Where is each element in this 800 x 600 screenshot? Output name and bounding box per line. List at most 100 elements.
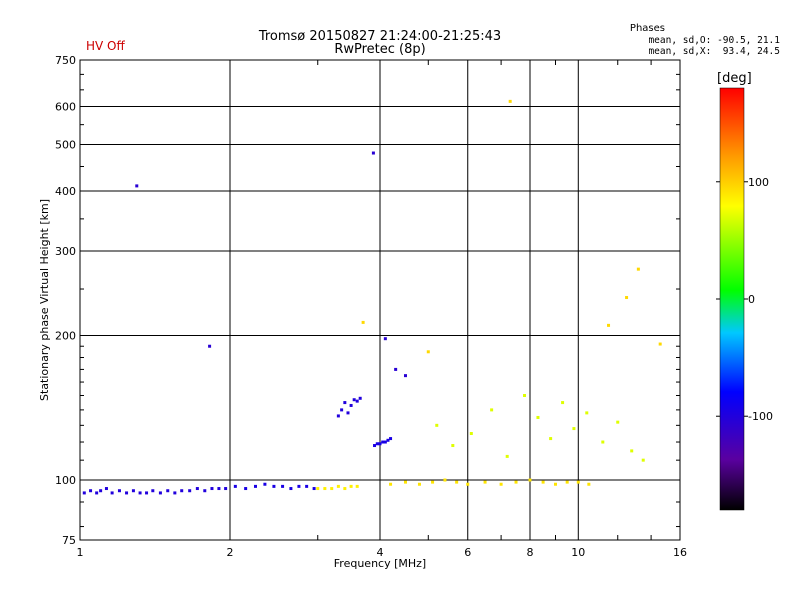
- data-point: [378, 442, 382, 446]
- data-point: [180, 489, 184, 493]
- data-point: [125, 491, 129, 495]
- colorbar-ticks: 100 0 -100: [716, 176, 773, 423]
- data-point: [349, 484, 353, 488]
- data-point: [426, 350, 430, 354]
- phases-line-x: mean, sd,X: 93.4, 24.5: [648, 46, 780, 57]
- data-point: [466, 482, 470, 486]
- y-tick-label: 500: [55, 139, 76, 152]
- data-point: [210, 487, 214, 491]
- data-point: [340, 408, 344, 412]
- data-point: [151, 489, 155, 493]
- data-point: [355, 484, 359, 488]
- data-point: [316, 487, 320, 491]
- data-point: [145, 491, 149, 495]
- y-tick-label: 400: [55, 185, 76, 198]
- data-point: [352, 398, 356, 402]
- data-point: [166, 489, 170, 493]
- data-point: [587, 482, 591, 486]
- y-tick-label: 300: [55, 245, 76, 258]
- data-point: [253, 484, 257, 488]
- data-point: [490, 408, 494, 412]
- data-point: [455, 480, 459, 484]
- data-point: [403, 374, 407, 378]
- colorbar: [719, 87, 745, 511]
- x-tick-label: 2: [227, 546, 234, 559]
- data-point: [658, 342, 662, 346]
- grid-lines: [80, 60, 680, 540]
- data-point: [343, 487, 347, 491]
- data-point: [565, 480, 569, 484]
- data-point: [336, 414, 340, 418]
- data-point: [195, 487, 199, 491]
- data-point: [281, 484, 285, 488]
- colorbar-tick-label: -100: [748, 410, 773, 423]
- data-point: [110, 491, 114, 495]
- data-point: [343, 401, 347, 405]
- data-point: [208, 344, 212, 348]
- phases-line-o: mean, sd,O: -90.5, 21.1: [648, 35, 780, 46]
- plot-frame: [79, 59, 681, 541]
- data-point: [528, 478, 532, 482]
- data-point: [346, 411, 350, 415]
- data-point: [553, 482, 557, 486]
- data-point: [138, 491, 142, 495]
- data-point: [224, 487, 228, 491]
- data-point: [375, 442, 379, 446]
- data-point: [158, 491, 162, 495]
- data-point: [523, 394, 527, 398]
- colorbar-label: [deg]: [717, 71, 752, 86]
- data-point: [403, 480, 407, 484]
- data-point: [272, 484, 276, 488]
- data-point: [451, 444, 455, 448]
- data-point: [131, 489, 135, 493]
- data-point: [95, 491, 99, 495]
- data-point: [358, 396, 362, 400]
- data-point: [469, 432, 473, 436]
- y-tick-label: 75: [62, 534, 76, 547]
- x-axis-label: Frequency [MHz]: [334, 557, 426, 570]
- data-point: [173, 491, 177, 495]
- data-point: [636, 267, 640, 271]
- data-point: [443, 478, 447, 482]
- x-tick-label: 4: [377, 546, 384, 559]
- data-point: [305, 484, 309, 488]
- data-point: [371, 151, 375, 155]
- data-point: [336, 484, 340, 488]
- y-tick-label: 200: [55, 330, 76, 343]
- data-point: [514, 480, 518, 484]
- colorbar-tick-label: 0: [748, 293, 755, 306]
- x-tick-label: 8: [527, 546, 534, 559]
- data-point: [289, 487, 293, 491]
- data-point: [355, 399, 359, 403]
- data-point: [349, 403, 353, 407]
- data-point: [483, 480, 487, 484]
- data-point: [89, 489, 93, 493]
- data-point: [217, 487, 221, 491]
- y-axis-label: Stationary phase Virtual Height [km]: [38, 199, 51, 401]
- data-point: [135, 184, 139, 188]
- data-point: [386, 438, 390, 442]
- data-point: [616, 420, 620, 424]
- data-point: [499, 482, 503, 486]
- data-point: [361, 320, 365, 324]
- data-point: [394, 367, 398, 371]
- y-tick-label: 100: [55, 474, 76, 487]
- data-point: [572, 427, 576, 431]
- data-point: [323, 487, 327, 491]
- data-point: [389, 482, 393, 486]
- data-point: [99, 489, 103, 493]
- data-point: [607, 323, 611, 327]
- data-point: [188, 489, 192, 493]
- data-point: [435, 423, 439, 427]
- data-point: [383, 440, 387, 444]
- data-point: [549, 437, 553, 441]
- y-tick-label: 750: [55, 54, 76, 67]
- x-tick-label: 16: [673, 546, 687, 559]
- data-point: [203, 489, 207, 493]
- data-points: [82, 99, 662, 495]
- data-point: [263, 482, 267, 486]
- data-point: [630, 449, 634, 453]
- data-point: [330, 487, 334, 491]
- data-point: [536, 415, 540, 419]
